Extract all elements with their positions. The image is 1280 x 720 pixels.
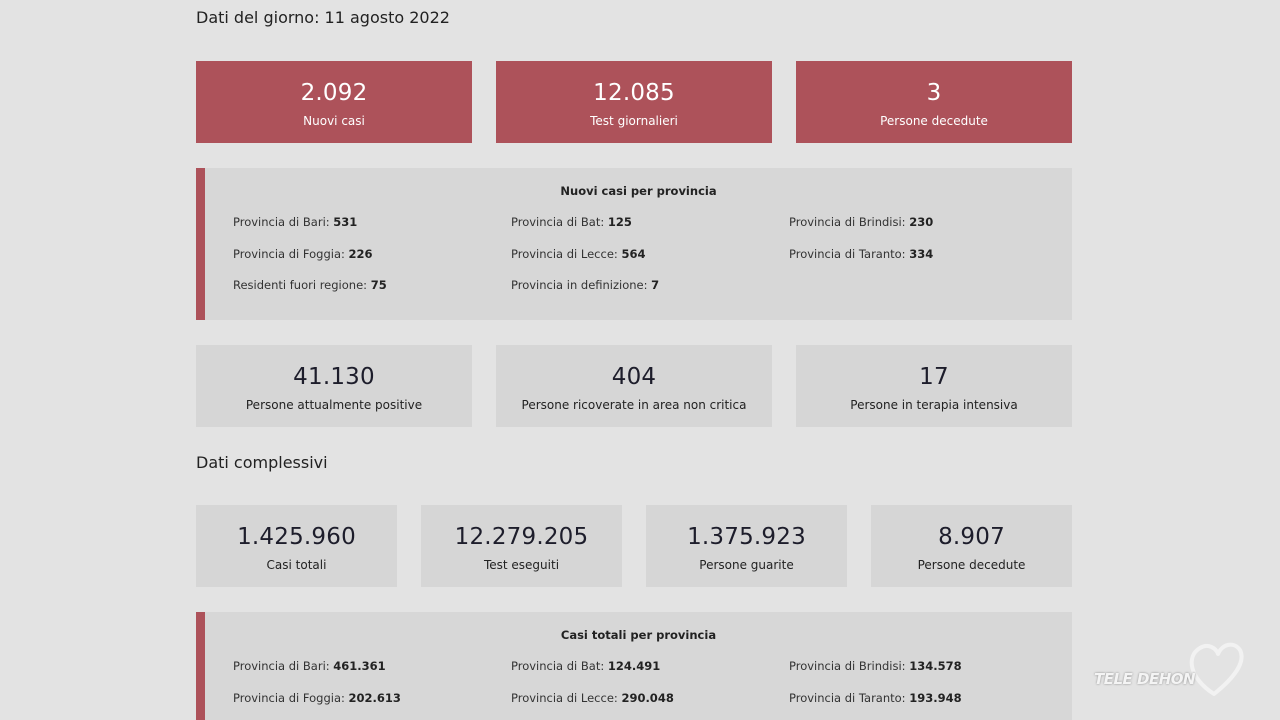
- new-cases-card: 2.092 Nuovi casi: [196, 61, 472, 143]
- new-cases-value: 2.092: [300, 80, 368, 106]
- recovered-value: 1.375.923: [687, 524, 806, 550]
- total-cases-value: 1.425.960: [237, 524, 356, 550]
- province-item: Provincia di Brindisi: 230: [789, 215, 934, 229]
- hospitalized-label: Persone ricoverate in area non critica: [521, 398, 747, 412]
- tele-dehon-logo: TELE DEHON: [1094, 638, 1244, 700]
- hospitalized-card: 404 Persone ricoverate in area non criti…: [496, 345, 772, 427]
- daily-heading: Dati del giorno: 11 agosto 2022: [196, 8, 450, 27]
- intensive-care-card: 17 Persone in terapia intensiva: [796, 345, 1072, 427]
- total-deaths-card: 8.907 Persone decedute: [871, 505, 1072, 587]
- intensive-care-label: Persone in terapia intensiva: [850, 398, 1018, 412]
- total-cases-card: 1.425.960 Casi totali: [196, 505, 397, 587]
- province-item: Provincia di Bari: 531: [233, 215, 358, 229]
- recovered-label: Persone guarite: [699, 558, 794, 572]
- province-item: Provincia di Lecce: 564: [511, 247, 646, 261]
- hospitalized-value: 404: [611, 364, 657, 390]
- daily-deaths-label: Persone decedute: [880, 114, 988, 128]
- daily-tests-label: Test giornalieri: [590, 114, 678, 128]
- total-tests-card: 12.279.205 Test eseguiti: [421, 505, 622, 587]
- total-tests-label: Test eseguiti: [483, 558, 560, 572]
- daily-deaths-value: 3: [926, 80, 942, 106]
- panel-title: Casi totali per provincia: [560, 628, 717, 642]
- recovered-card: 1.375.923 Persone guarite: [646, 505, 847, 587]
- currently-positive-card: 41.130 Persone attualmente positive: [196, 345, 472, 427]
- total-tests-value: 12.279.205: [454, 524, 589, 550]
- province-item: Residenti fuori regione: 75: [233, 278, 387, 292]
- province-item: Provincia di Taranto: 193.948: [789, 691, 962, 705]
- province-item: Provincia di Foggia: 202.613: [233, 691, 401, 705]
- intensive-care-value: 17: [919, 364, 949, 390]
- currently-positive-label: Persone attualmente positive: [245, 398, 423, 412]
- total-cases-label: Casi totali: [266, 558, 327, 572]
- province-item: Provincia di Lecce: 290.048: [511, 691, 674, 705]
- daily-deaths-card: 3 Persone decedute: [796, 61, 1072, 143]
- total-deaths-label: Persone decedute: [917, 558, 1026, 572]
- total-cases-by-province-panel: Casi totali per provincia Provincia di B…: [196, 612, 1072, 720]
- province-item: Provincia in definizione: 7: [511, 278, 660, 292]
- province-item: Provincia di Brindisi: 134.578: [789, 659, 962, 673]
- panel-title: Nuovi casi per provincia: [560, 184, 717, 198]
- currently-positive-value: 41.130: [293, 364, 375, 390]
- new-cases-label: Nuovi casi: [303, 114, 365, 128]
- province-item: Provincia di Taranto: 334: [789, 247, 934, 261]
- new-cases-by-province-panel: Nuovi casi per provincia Provincia di Ba…: [196, 168, 1072, 320]
- heart-logo-icon: [1189, 642, 1244, 696]
- province-item: Provincia di Bat: 124.491: [511, 659, 661, 673]
- total-deaths-value: 8.907: [938, 524, 1005, 550]
- province-item: Provincia di Foggia: 226: [233, 247, 373, 261]
- province-item: Provincia di Bat: 125: [511, 215, 632, 229]
- total-heading: Dati complessivi: [196, 453, 328, 472]
- logo-text: TELE DEHON: [1094, 670, 1196, 688]
- province-item: Provincia di Bari: 461.361: [233, 659, 386, 673]
- daily-tests-card: 12.085 Test giornalieri: [496, 61, 772, 143]
- daily-tests-value: 12.085: [593, 80, 675, 106]
